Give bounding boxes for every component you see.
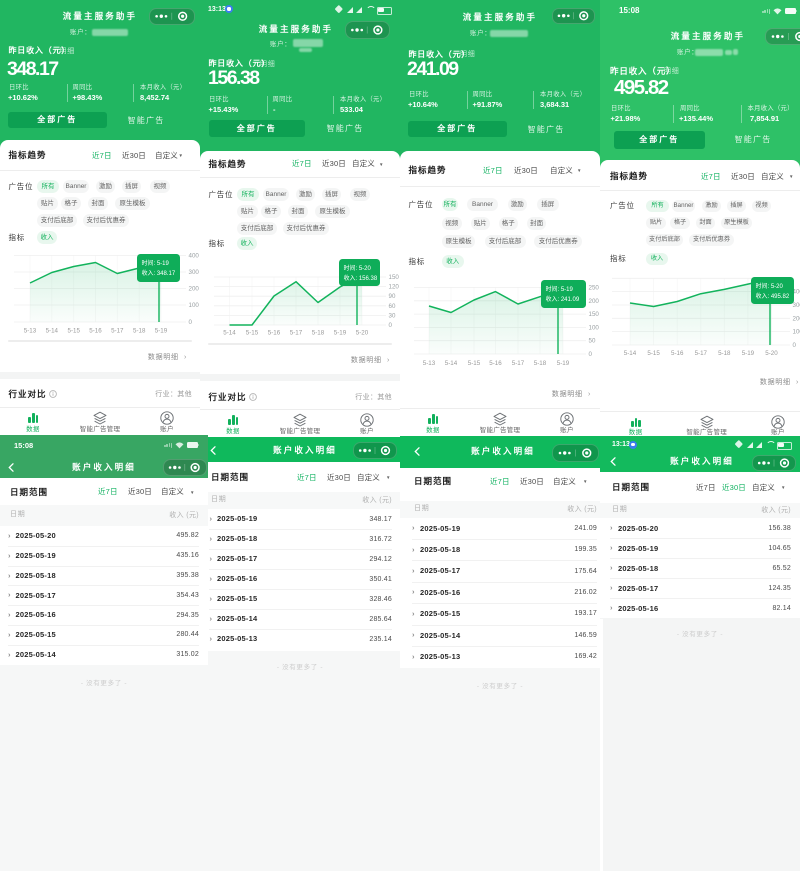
svg-text:100: 100 (589, 324, 600, 331)
svg-text:0: 0 (793, 342, 797, 349)
svg-text:5-13: 5-13 (423, 360, 436, 367)
svg-text:5-15: 5-15 (68, 328, 81, 335)
svg-text:150: 150 (389, 274, 400, 281)
svg-text:400: 400 (189, 253, 200, 260)
svg-text:200: 200 (589, 298, 600, 305)
svg-text:5-20: 5-20 (765, 350, 778, 357)
svg-text:5-16: 5-16 (671, 350, 684, 357)
svg-text:250: 250 (589, 285, 600, 292)
svg-text:5-14: 5-14 (46, 328, 59, 335)
svg-text:5-15: 5-15 (246, 330, 259, 337)
svg-text:100: 100 (793, 329, 800, 336)
svg-text:收入: 241.09: 收入: 241.09 (546, 295, 580, 303)
svg-text:5-19: 5-19 (742, 350, 755, 357)
svg-text:时间: 5-19: 时间: 5-19 (546, 285, 574, 293)
svg-text:200: 200 (793, 315, 800, 322)
svg-text:5-19: 5-19 (155, 328, 168, 335)
svg-text:150: 150 (589, 311, 600, 318)
svg-text:时间: 5-20: 时间: 5-20 (756, 282, 784, 290)
svg-text:0: 0 (389, 322, 393, 329)
svg-text:5-18: 5-18 (312, 330, 325, 337)
svg-text:0: 0 (589, 351, 593, 358)
svg-text:5-14: 5-14 (445, 360, 458, 367)
svg-text:5-18: 5-18 (133, 328, 146, 335)
svg-text:5-17: 5-17 (695, 350, 708, 357)
svg-text:200: 200 (189, 286, 200, 293)
svg-text:0: 0 (189, 319, 193, 326)
svg-text:5-19: 5-19 (557, 360, 570, 367)
svg-text:90: 90 (389, 293, 396, 300)
svg-text:5-17: 5-17 (290, 330, 303, 337)
svg-text:5-16: 5-16 (489, 360, 502, 367)
svg-text:时间: 5-19: 时间: 5-19 (142, 259, 170, 267)
svg-text:100: 100 (189, 302, 200, 309)
svg-text:300: 300 (793, 302, 800, 309)
svg-text:400: 400 (793, 289, 800, 296)
svg-text:120: 120 (389, 284, 400, 291)
svg-text:5-16: 5-16 (89, 328, 102, 335)
svg-text:5-18: 5-18 (534, 360, 547, 367)
svg-text:5-13: 5-13 (24, 328, 37, 335)
svg-text:5-17: 5-17 (111, 328, 124, 335)
svg-text:时间: 5-20: 时间: 5-20 (344, 264, 372, 272)
svg-text:5-16: 5-16 (268, 330, 281, 337)
svg-text:5-15: 5-15 (647, 350, 660, 357)
svg-text:收入: 348.17: 收入: 348.17 (142, 269, 176, 277)
svg-text:5-14: 5-14 (223, 330, 236, 337)
svg-text:5-17: 5-17 (512, 360, 525, 367)
svg-text:50: 50 (589, 338, 596, 345)
svg-text:30: 30 (389, 312, 396, 319)
svg-text:300: 300 (189, 269, 200, 276)
svg-text:收入: 495.82: 收入: 495.82 (756, 292, 790, 300)
svg-text:5-19: 5-19 (334, 330, 347, 337)
svg-text:5-18: 5-18 (718, 350, 731, 357)
svg-text:收入: 156.38: 收入: 156.38 (344, 274, 378, 282)
svg-text:5-20: 5-20 (356, 330, 369, 337)
svg-text:60: 60 (389, 303, 396, 310)
svg-text:5-15: 5-15 (468, 360, 481, 367)
svg-text:5-14: 5-14 (624, 350, 637, 357)
